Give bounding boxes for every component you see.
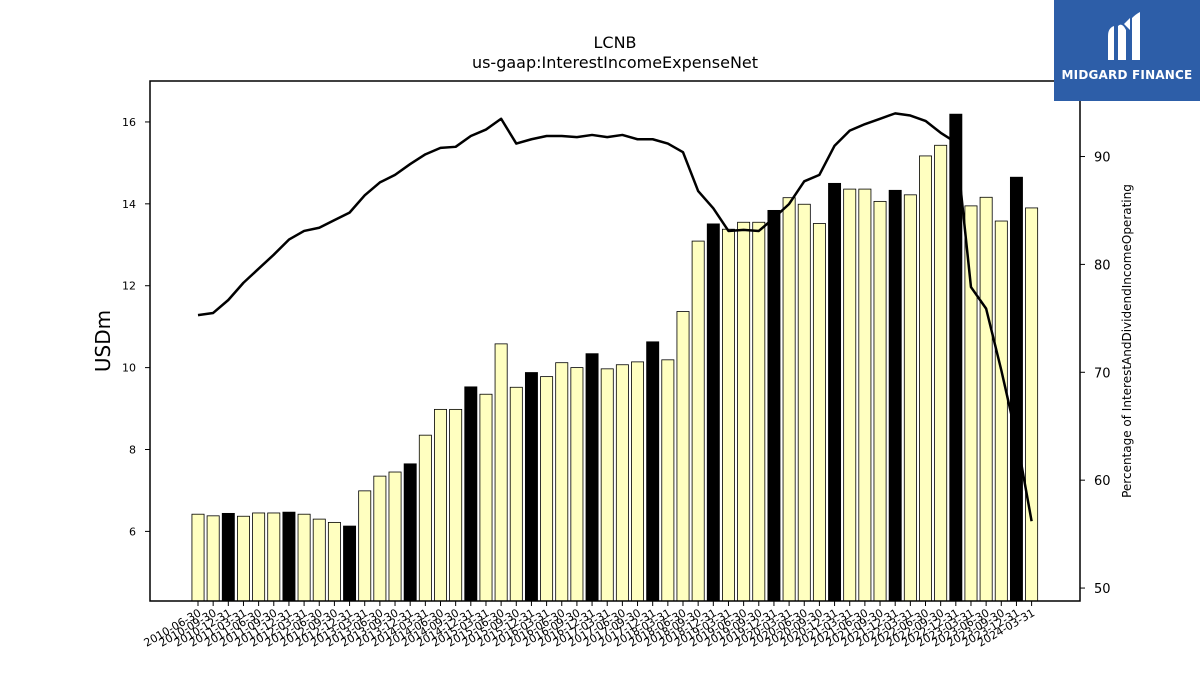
bar — [509, 386, 523, 602]
y2-axis-label: Percentage of InterestAndDividendIncomeO… — [1120, 184, 1134, 498]
bar — [646, 341, 660, 602]
bar-series — [191, 113, 1039, 602]
brand-logo: MIDGARD FINANCE — [1054, 0, 1200, 101]
bar — [464, 386, 478, 602]
bar — [722, 228, 735, 602]
bar — [843, 188, 857, 602]
bar — [221, 512, 235, 602]
percentage-line — [197, 112, 1033, 522]
logo-text: MIDGARD FINANCE — [1061, 68, 1193, 82]
y-axis-right: 50 60 70 80 90 — [1080, 151, 1111, 597]
y2-tick-label: 50 — [1094, 582, 1111, 597]
bar — [1025, 207, 1039, 602]
y-tick-label: 10 — [122, 362, 136, 375]
bar — [449, 408, 463, 602]
bar — [858, 188, 872, 602]
bar — [403, 463, 417, 602]
bar — [343, 525, 357, 602]
chart-subtitle: us-gaap:InterestIncomeExpenseNet — [472, 53, 758, 72]
bar — [494, 343, 508, 602]
bar — [524, 372, 538, 602]
bar — [434, 408, 447, 602]
chart-title: LCNB — [593, 33, 636, 52]
bar — [327, 521, 341, 602]
bar — [570, 367, 584, 602]
bar — [782, 197, 796, 602]
y-axis-left: 6 8 10 12 14 16 — [122, 116, 150, 538]
bar — [661, 359, 675, 602]
bar — [888, 189, 902, 602]
bar — [979, 196, 993, 602]
plot-frame — [149, 80, 1081, 602]
x-axis: 2010-06-302010-09-302010-12-312011-03-31… — [142, 601, 1037, 650]
y2-tick-label: 80 — [1094, 258, 1111, 273]
bar — [206, 515, 220, 602]
bar — [418, 434, 432, 602]
bar — [903, 194, 917, 602]
bar — [767, 209, 781, 602]
logo-mark-icon — [1108, 12, 1140, 61]
bar — [706, 223, 720, 602]
bar — [282, 511, 296, 602]
bar — [358, 490, 372, 602]
y2-tick-label: 90 — [1094, 151, 1111, 166]
bar — [540, 376, 554, 602]
bar — [691, 240, 705, 602]
bar — [585, 353, 599, 602]
y-tick-label: 8 — [129, 444, 136, 457]
bar — [600, 368, 614, 602]
bar — [676, 311, 690, 602]
bar — [828, 182, 842, 602]
y2-tick-label: 70 — [1094, 366, 1111, 381]
y-tick-label: 6 — [129, 525, 136, 538]
bar — [615, 364, 629, 602]
bar — [797, 203, 811, 602]
y-axis-label: USDm — [91, 310, 115, 372]
bar — [752, 221, 766, 602]
bar — [373, 475, 387, 602]
bar — [812, 223, 826, 602]
bar — [1009, 176, 1023, 602]
bar — [555, 362, 569, 602]
bar — [479, 393, 493, 602]
bar — [919, 155, 932, 602]
bar — [312, 518, 326, 602]
bar — [964, 205, 978, 602]
bar — [252, 512, 266, 602]
bar — [737, 221, 751, 602]
line-series — [197, 112, 1033, 522]
bar — [631, 361, 644, 602]
y-tick-label: 16 — [122, 116, 136, 129]
bar — [388, 471, 402, 602]
bar — [237, 515, 250, 602]
bar — [297, 513, 311, 602]
y-tick-label: 12 — [122, 280, 136, 293]
bar — [267, 512, 281, 602]
bar — [934, 144, 948, 602]
bar — [191, 513, 205, 602]
y2-tick-label: 60 — [1094, 474, 1111, 489]
y-tick-label: 14 — [122, 198, 136, 211]
bar — [873, 200, 887, 602]
bar — [994, 220, 1008, 602]
